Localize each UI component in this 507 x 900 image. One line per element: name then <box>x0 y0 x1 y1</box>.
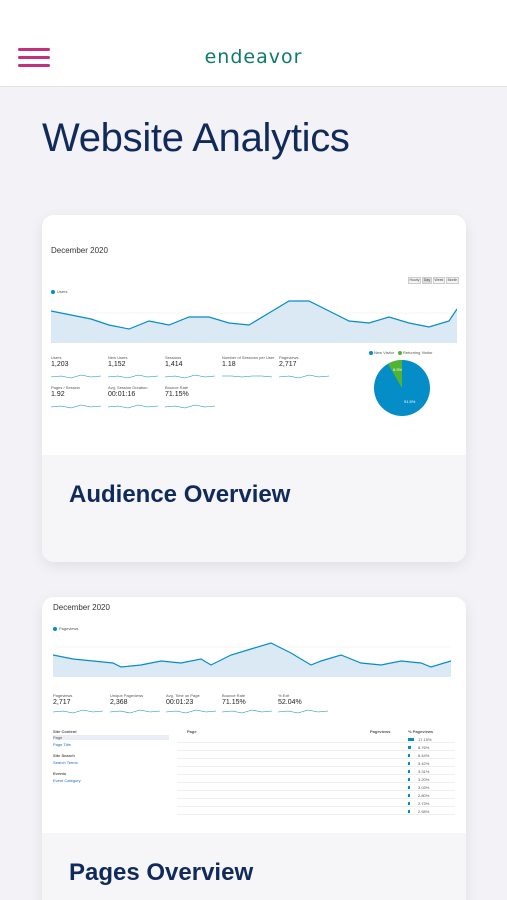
metric-value-session-duration: 00:01:16 <box>108 391 136 398</box>
metric-value-pages-session: 1.92 <box>51 391 65 398</box>
side-item-page-title[interactable]: Page Title <box>53 742 71 747</box>
metric-label-new-users: New Users <box>108 355 128 360</box>
table-row[interactable] <box>177 745 455 751</box>
table-header-page: Page <box>187 729 197 734</box>
metric-value-pageviews: 2,717 <box>279 361 297 368</box>
pct-bar <box>408 754 411 757</box>
card-footer: Audience Overview <box>42 455 466 562</box>
side-header-events: Events <box>53 771 67 776</box>
pct-value: 3.42% <box>418 761 430 766</box>
metric-label-exit: % Exit <box>278 693 290 698</box>
top-bar: endeavor <box>0 0 507 87</box>
pct-value: 3.03% <box>418 785 430 790</box>
table-row[interactable] <box>177 761 455 767</box>
pct-bar <box>408 794 410 797</box>
metric-value-time-on-page: 00:01:23 <box>166 699 194 706</box>
pct-value: 2.73% <box>418 801 430 806</box>
metric-label-pageviews: Pageviews <box>279 355 299 360</box>
table-row[interactable] <box>177 769 455 775</box>
date-range-label: December 2020 <box>53 603 110 612</box>
table-header-pageviews: Pageviews <box>370 729 391 734</box>
pct-bar <box>408 762 410 765</box>
metric-label-bounce-rate: Bounce Rate <box>222 693 246 698</box>
pct-value: 6.44% <box>418 753 430 758</box>
side-header-site-search: Site Search <box>53 753 75 758</box>
audience-overview-card[interactable]: December 2020 Hourly Day Week Month User… <box>42 215 466 562</box>
date-range-label: December 2020 <box>51 246 108 255</box>
metric-label-session-duration: Avg. Session Duration <box>108 385 148 390</box>
pct-bar <box>408 802 410 805</box>
metric-value-unique-pageviews: 2,368 <box>110 699 128 706</box>
table-row[interactable] <box>177 737 455 743</box>
metric-value-bounce-rate: 71.15% <box>222 699 246 706</box>
metric-value-bounce-rate: 71.15% <box>165 391 189 398</box>
table-row[interactable] <box>177 753 455 759</box>
metric-value-exit: 52.04% <box>278 699 302 706</box>
pct-value: 17.15% <box>418 737 432 742</box>
metric-label-pages-session: Pages / Session <box>51 385 80 390</box>
table-row[interactable] <box>177 809 455 815</box>
card-title-pages-overview: Pages Overview <box>69 859 254 886</box>
card-footer: Pages Overview <box>42 833 466 900</box>
legend-dot <box>51 290 55 294</box>
pct-value: 8.76% <box>418 745 430 750</box>
pages-overview-screenshot: December 2020 Pageviews Pageviews 2,717 … <box>42 597 466 833</box>
metric-sparklines <box>51 374 330 409</box>
legend-dot <box>53 627 57 631</box>
side-item-page[interactable]: Page <box>53 735 169 740</box>
pct-bar <box>408 786 410 789</box>
toggle-week: Week <box>433 277 445 284</box>
metric-label-time-on-page: Avg. Time on Page <box>166 693 200 698</box>
pct-bar <box>408 810 410 813</box>
toggle-day: Day <box>422 277 432 284</box>
metric-value-users: 1,203 <box>51 361 69 368</box>
metric-value-new-users: 1,152 <box>108 361 126 368</box>
table-header-pct-pageviews: % Pageviews <box>408 729 434 734</box>
table-row[interactable] <box>177 785 455 791</box>
table-row[interactable] <box>177 801 455 807</box>
metric-label-unique-pageviews: Unique Pageviews <box>110 693 144 698</box>
metric-value-sessions-per-user: 1.18 <box>222 361 236 368</box>
pie-label-returning: 8.5% <box>393 367 403 372</box>
card-title-audience-overview: Audience Overview <box>69 481 291 508</box>
pct-bar <box>408 746 412 749</box>
metric-value-pageviews: 2,717 <box>53 699 71 706</box>
side-item-event-category[interactable]: Event Category <box>53 778 81 783</box>
metric-label-pageviews: Pageviews <box>53 693 73 698</box>
pages-overview-card[interactable]: December 2020 Pageviews Pageviews 2,717 … <box>42 597 466 900</box>
metric-value-sessions: 1,414 <box>165 361 183 368</box>
toggle-month: Month <box>446 277 459 284</box>
endeavor-logo: endeavor <box>204 46 303 68</box>
table-row[interactable] <box>177 793 455 799</box>
metric-label-sessions-per-user: Number of Sessions per User <box>222 355 275 360</box>
toggle-hourly: Hourly <box>408 277 421 284</box>
metric-label-users: Users <box>51 355 62 360</box>
visitor-pie-chart: 91.5% 8.5% <box>374 360 430 416</box>
users-line-chart <box>51 300 457 343</box>
pct-value: 2.80% <box>418 793 430 798</box>
pct-value: 3.31% <box>418 769 430 774</box>
series-label: Pageviews <box>59 626 79 631</box>
side-header-site-content: Site Content <box>53 729 77 734</box>
legend-returning-visitor: Returning Visitor <box>403 350 433 355</box>
pct-bar <box>408 770 410 773</box>
pct-value: 3.20% <box>418 777 430 782</box>
series-label: Users <box>57 289 68 294</box>
legend-new-visitor-dot <box>369 351 373 355</box>
pageviews-line-chart <box>53 642 451 677</box>
pie-label-new: 91.5% <box>404 399 416 404</box>
page-title: Website Analytics <box>42 116 350 160</box>
metric-sparklines <box>53 709 329 714</box>
pct-value: 2.58% <box>418 809 430 814</box>
legend-returning-visitor-dot <box>398 351 402 355</box>
legend-new-visitor: New Visitor <box>374 350 395 355</box>
hamburger-menu-icon[interactable] <box>18 48 50 68</box>
pct-bar <box>408 778 410 781</box>
audience-overview-screenshot: December 2020 Hourly Day Week Month User… <box>42 215 466 455</box>
metric-label-sessions: Sessions <box>165 355 182 360</box>
side-item-search-terms[interactable]: Search Terms <box>53 760 78 765</box>
table-row[interactable] <box>177 777 455 783</box>
pct-bar <box>408 738 414 741</box>
metric-label-bounce-rate: Bounce Rate <box>165 385 189 390</box>
